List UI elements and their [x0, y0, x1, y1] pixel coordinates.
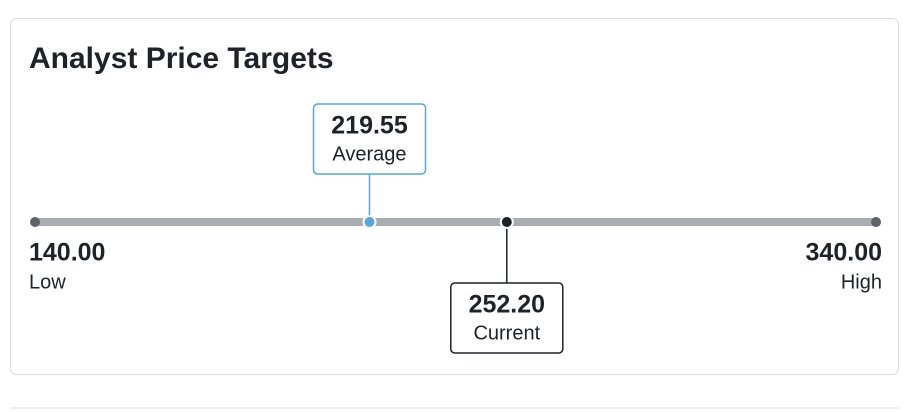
callout-caption: Current: [473, 322, 540, 344]
title: Analyst Price Targets: [29, 42, 334, 75]
card: [10, 18, 899, 375]
callout-box: [312, 103, 427, 175]
callout-caption: Average: [332, 143, 406, 165]
end-caption: High: [841, 271, 882, 293]
end-dot: [871, 217, 881, 227]
end-value: 140.00: [29, 239, 105, 267]
callout-value: 219.55: [331, 112, 408, 140]
callout-box: [450, 282, 564, 354]
end-dot: [30, 217, 40, 227]
end-value: 340.00: [806, 239, 882, 267]
callout-value: 252.20: [469, 291, 545, 319]
callout-dot: [499, 215, 514, 229]
end-caption: Low: [29, 271, 66, 293]
callout-dot: [362, 215, 377, 229]
